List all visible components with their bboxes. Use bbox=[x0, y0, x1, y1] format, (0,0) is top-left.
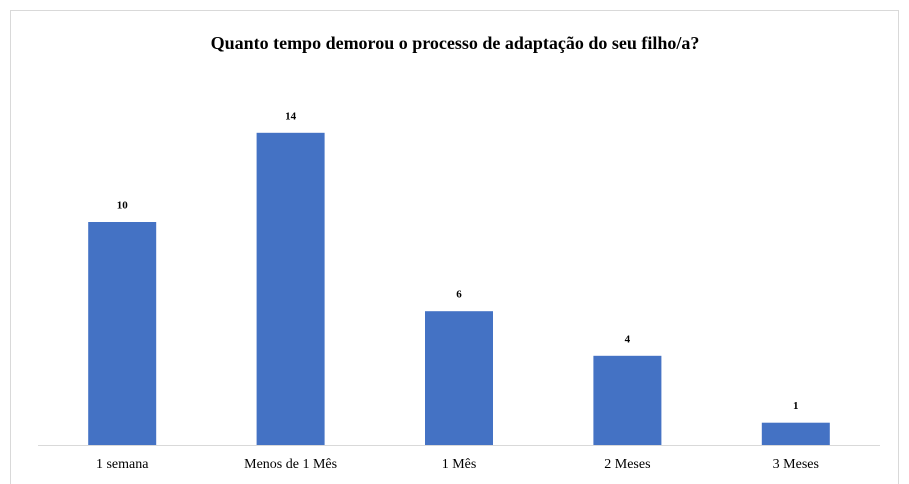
data-label: 6 bbox=[456, 289, 462, 301]
bar bbox=[425, 311, 493, 445]
data-label: 10 bbox=[117, 200, 129, 212]
data-label: 4 bbox=[625, 333, 631, 345]
bar bbox=[256, 132, 325, 446]
x-tick-label: 3 Meses bbox=[773, 457, 819, 472]
x-tick-label: 2 Meses bbox=[604, 457, 650, 472]
x-tick-label: 1 semana bbox=[96, 457, 149, 472]
bar bbox=[761, 422, 830, 445]
data-label: 1 bbox=[793, 400, 799, 412]
data-label: 14 bbox=[285, 110, 297, 122]
bar bbox=[593, 355, 662, 445]
bar bbox=[88, 222, 157, 445]
chart-title: Quanto tempo demorou o processo de adapt… bbox=[211, 33, 700, 53]
x-tick-label: Menos de 1 Mês bbox=[244, 457, 337, 472]
x-tick-label: 1 Mês bbox=[442, 457, 477, 472]
